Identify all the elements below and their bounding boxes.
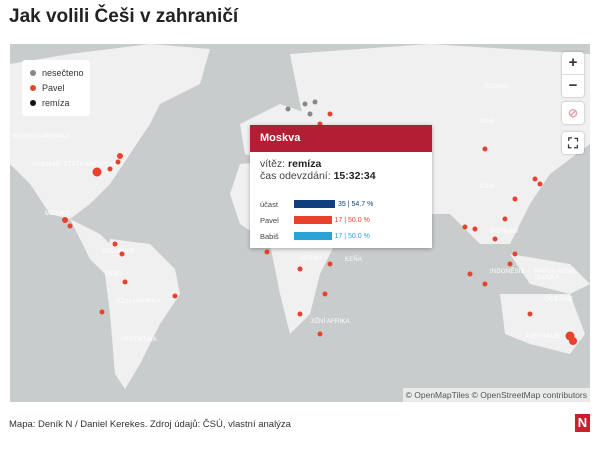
country-marker[interactable] (285, 106, 291, 112)
country-marker[interactable] (297, 311, 303, 317)
map[interactable]: Severní Amerika Spojené státy americké Mex… (10, 44, 590, 402)
legend-item-nesecteno: nesečteno (30, 65, 90, 80)
zoom-in-button[interactable]: + (568, 54, 578, 71)
map-label: Rusko (485, 84, 508, 90)
country-marker[interactable] (537, 181, 543, 187)
fullscreen-icon: ⛶ (568, 135, 578, 151)
country-marker[interactable] (317, 331, 323, 337)
compass-icon: ⊘ (567, 106, 579, 120)
denik-n-logo: N (575, 414, 590, 432)
country-marker[interactable] (532, 176, 538, 182)
country-marker[interactable] (492, 236, 498, 242)
map-label: Oceánie (545, 297, 574, 303)
country-marker[interactable] (117, 153, 123, 159)
map-label: Argentina (120, 337, 157, 343)
row-value: 35 | 54.7 % (338, 200, 374, 208)
popup-title: Moskva (250, 125, 432, 152)
popup-winner: vítěz: remíza (260, 158, 322, 170)
country-marker[interactable] (307, 111, 313, 117)
country-marker[interactable] (119, 251, 125, 257)
country-marker[interactable] (264, 249, 270, 255)
map-label: Indonésie (490, 269, 525, 275)
country-marker[interactable] (462, 224, 468, 230)
fullscreen-button[interactable]: ⛶ (562, 132, 584, 154)
country-marker[interactable] (327, 111, 333, 117)
row-label: účast (260, 199, 278, 209)
map-label: Vietnam (490, 229, 519, 235)
country-marker[interactable] (99, 309, 105, 315)
country-marker[interactable] (527, 311, 533, 317)
country-marker[interactable] (297, 266, 303, 272)
red-dot-icon (30, 84, 36, 91)
map-label: Jižní Afrika (310, 319, 350, 325)
row-label: Babiš (260, 231, 279, 241)
country-marker[interactable] (172, 293, 178, 299)
zoom-out-button[interactable]: − (562, 74, 584, 97)
row-value: 17 | 50.0 % (334, 216, 370, 224)
popup-moskva: Moskva vítěz: remíza čas odevzdání: 15:3… (250, 125, 432, 248)
country-marker[interactable] (565, 331, 575, 341)
map-label: Severní Amerika (12, 134, 70, 140)
page-title: Jak volili Češi v zahraničí (9, 6, 239, 27)
country-marker[interactable] (569, 337, 577, 345)
attribution[interactable]: © OpenMapTiles © OpenStreetMap contribut… (402, 388, 590, 402)
row-bar (294, 200, 336, 208)
footer-credits: Mapa: Deník N / Daniel Kerekes. Zdroj úd… (9, 419, 291, 430)
map-label: Jižní Amerika (115, 299, 161, 305)
country-marker[interactable] (502, 216, 508, 222)
country-marker[interactable] (322, 291, 328, 297)
country-marker[interactable] (115, 159, 121, 165)
country-marker[interactable] (327, 261, 333, 267)
zoom-control: + − (562, 52, 584, 97)
country-marker[interactable] (302, 101, 308, 107)
map-label: Papua-Nová Guinea (535, 269, 576, 281)
country-marker[interactable] (122, 279, 128, 285)
row-label: Pavel (260, 215, 279, 225)
row-value: 17 | 50.0 % (334, 232, 370, 240)
country-marker[interactable] (92, 167, 102, 177)
map-label: Asie (480, 119, 495, 125)
legend: nesečteno Pavel remíza (22, 60, 90, 116)
map-label: Peru (105, 272, 123, 278)
map-label: Keňa (345, 257, 363, 263)
gray-dot-icon (30, 69, 36, 76)
popup-row: Babiš 17 | 50.0 % (260, 228, 432, 244)
country-marker[interactable] (482, 146, 488, 152)
country-marker[interactable] (512, 251, 518, 257)
map-label: Mexiko (45, 211, 70, 217)
legend-item-pavel: Pavel (30, 80, 90, 95)
map-label: Kolumbie (102, 249, 135, 255)
country-marker[interactable] (467, 271, 473, 277)
country-marker[interactable] (317, 121, 323, 127)
popup-row: účast 35 | 54.7 % (260, 196, 432, 212)
popup-time: čas odevzdání: 15:32:34 (260, 170, 376, 182)
country-marker[interactable] (107, 166, 113, 172)
country-marker[interactable] (482, 281, 488, 287)
popup-row: Pavel 17 | 50.0 % (260, 212, 432, 228)
country-marker[interactable] (312, 99, 318, 105)
map-label: Spojené státy americké (32, 162, 118, 168)
legend-item-remiza: remíza (30, 95, 90, 110)
row-bar (294, 216, 332, 224)
black-dot-icon (30, 99, 36, 106)
country-marker[interactable] (67, 223, 73, 229)
compass-button[interactable]: ⊘ (562, 102, 584, 124)
country-marker[interactable] (472, 226, 478, 232)
map-label: Čína (480, 184, 496, 190)
country-marker[interactable] (507, 261, 513, 267)
map-label: Afrika (300, 256, 323, 262)
row-bar (294, 232, 332, 240)
country-marker[interactable] (512, 196, 518, 202)
country-marker[interactable] (62, 217, 68, 223)
map-label: Austrálie (525, 334, 561, 340)
country-marker[interactable] (112, 241, 118, 247)
